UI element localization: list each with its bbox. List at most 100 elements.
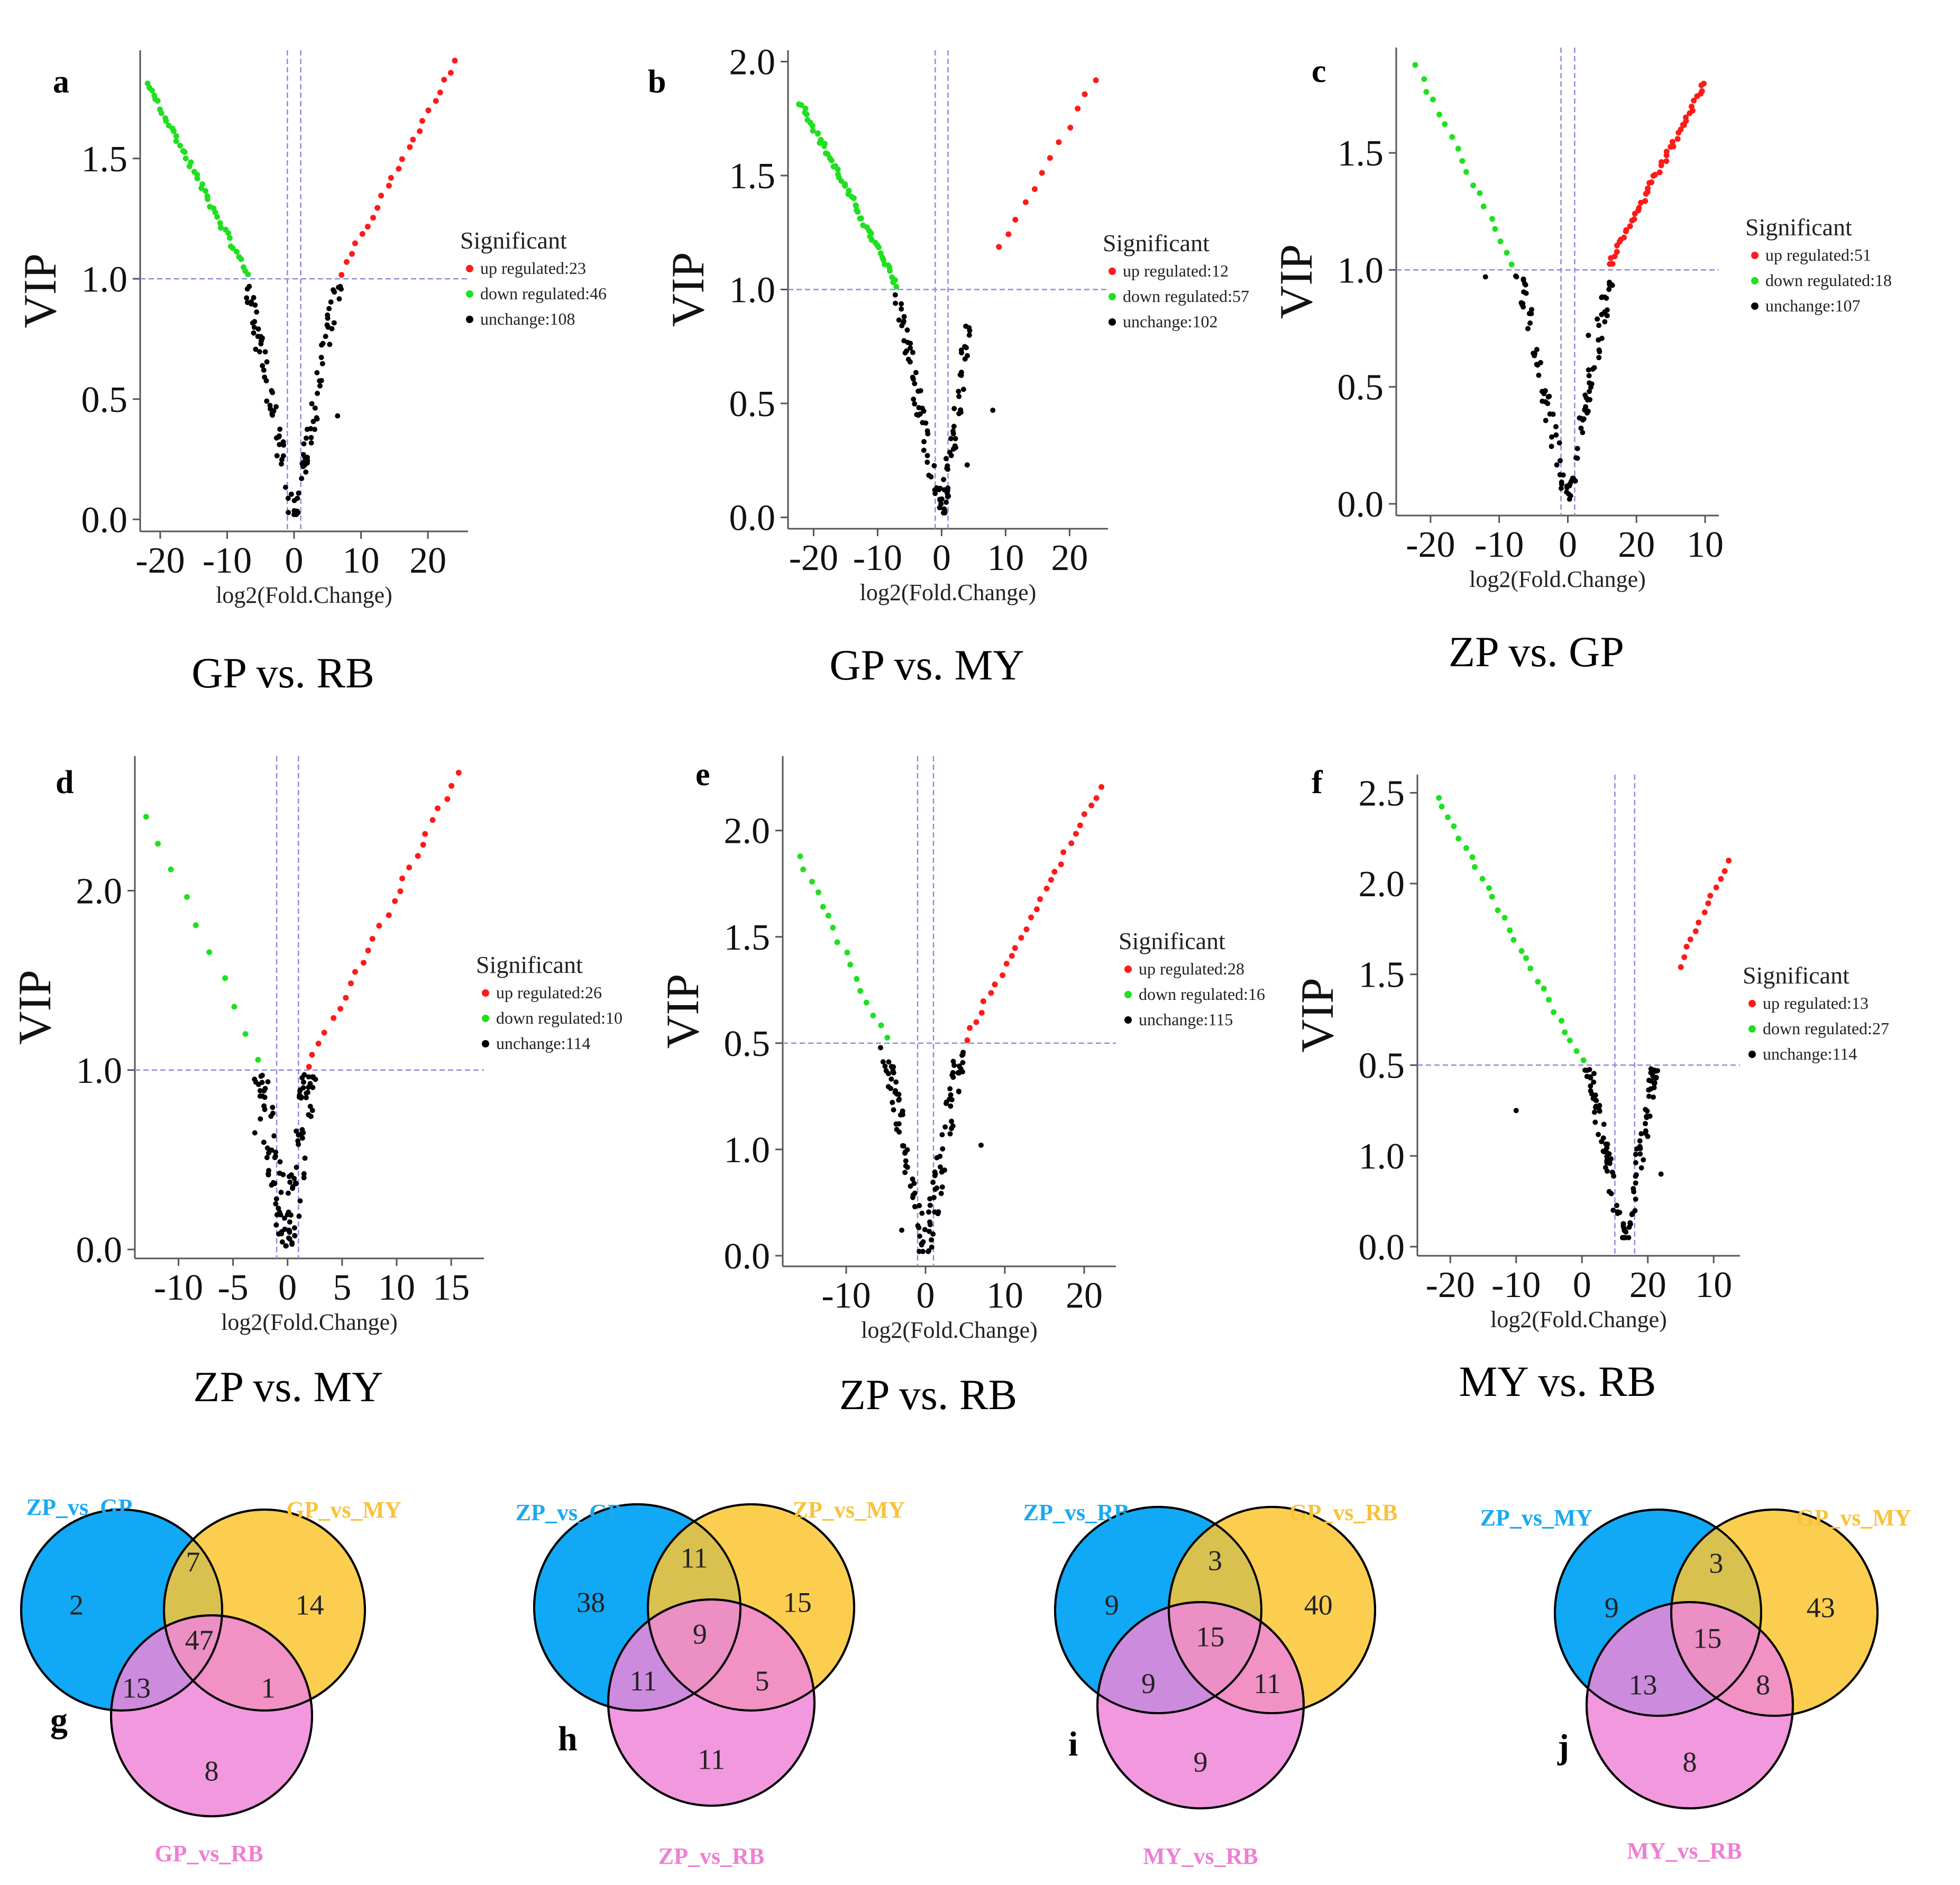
- down-regulated-point: [857, 988, 864, 994]
- unchanged-point: [949, 1072, 955, 1078]
- unchanged-point: [880, 1059, 886, 1065]
- down-regulated-point: [1492, 226, 1498, 232]
- up-regulated-point: [988, 990, 994, 996]
- unchanged-point: [294, 1164, 299, 1170]
- unchanged-point: [1592, 1119, 1598, 1125]
- unchanged-point: [945, 494, 950, 500]
- unchanged-point: [1519, 301, 1525, 307]
- unchanged-point: [896, 1121, 902, 1127]
- venn-outline: [1670, 1509, 1879, 1717]
- unchanged-point: [1601, 1121, 1607, 1127]
- unchanged-point: [262, 374, 268, 380]
- up-regulated-point: [399, 156, 405, 162]
- down-regulated-point: [214, 214, 221, 220]
- unchanged-point: [956, 389, 961, 394]
- up-regulated-point: [386, 912, 392, 918]
- x-tick-label: 20: [1618, 525, 1655, 565]
- unchanged-point: [1558, 485, 1564, 491]
- up-regulated-point: [1037, 896, 1043, 903]
- down-regulated-point: [143, 814, 149, 820]
- venn-diagram-g: 2 14 8 7 13 1 47 ZP_vs_GP GP_vs_MY GP_vs_RB g: [20, 1494, 401, 1866]
- unchanged-point: [927, 1196, 933, 1202]
- down-regulated-point: [193, 922, 199, 928]
- legend-marker: [466, 290, 473, 298]
- unchanged-point: [1604, 295, 1609, 301]
- up-regulated-point: [964, 1037, 970, 1043]
- unchanged-point: [1637, 1138, 1643, 1144]
- unchanged-point: [916, 1225, 922, 1230]
- y-tick-label: 1.5: [724, 917, 771, 958]
- unchanged-point: [278, 1190, 284, 1196]
- unchanged-point: [310, 1084, 316, 1090]
- unchanged-point: [899, 306, 904, 312]
- x-tick-label: 0: [1573, 1265, 1591, 1305]
- unchanged-point: [1582, 1067, 1588, 1073]
- legend-entry: unchange:115: [1139, 1010, 1233, 1029]
- panel-label: i: [1068, 1725, 1078, 1763]
- panel-label: j: [1557, 1727, 1569, 1766]
- up-regulated-point: [1669, 139, 1675, 145]
- venn-set-c-label: GP_vs_RB: [154, 1841, 263, 1866]
- y-tick-label: 1.0: [81, 259, 128, 300]
- unchanged-point: [287, 1219, 292, 1225]
- unchanged-point: [899, 323, 905, 329]
- unchanged-point: [910, 350, 915, 355]
- unchanged-point: [1652, 1080, 1657, 1086]
- unchanged-point: [277, 1170, 282, 1176]
- legend-marker: [482, 1040, 489, 1047]
- y-tick-label: 0.0: [729, 498, 776, 538]
- unchanged-point: [889, 1064, 894, 1070]
- unchanged-point: [1588, 1088, 1593, 1094]
- unchanged-point: [1527, 320, 1533, 326]
- down-regulated-point: [1573, 1048, 1580, 1054]
- unchanged-point: [912, 381, 918, 387]
- x-tick-label: -20: [789, 538, 838, 578]
- down-regulated-point: [198, 185, 205, 191]
- unchanged-point: [960, 1060, 966, 1065]
- up-regulated-point: [1614, 249, 1620, 255]
- down-regulated-point: [182, 155, 189, 162]
- unchanged-point: [1536, 372, 1542, 378]
- down-regulated-point: [878, 1022, 884, 1028]
- unchanged-point: [251, 325, 257, 330]
- unchanged-point: [1591, 365, 1597, 371]
- down-regulated-point: [1445, 814, 1451, 821]
- unchanged-point: [281, 442, 287, 448]
- unchanged-point: [952, 443, 958, 449]
- up-regulated-point: [455, 769, 462, 776]
- unchanged-point: [265, 1172, 271, 1178]
- legend-marker: [466, 265, 473, 272]
- x-tick-label: 15: [433, 1267, 470, 1308]
- x-tick-label: 0: [285, 540, 304, 581]
- unchanged-point: [258, 1116, 263, 1122]
- venn-set-b-label: GP_vs_MY: [1796, 1505, 1911, 1531]
- down-regulated-point: [842, 182, 848, 189]
- x-tick-label: -10: [154, 1267, 203, 1308]
- x-tick-label: 20: [1051, 538, 1088, 578]
- up-regulated-point: [1713, 884, 1719, 890]
- y-axis-title: VIP: [10, 970, 61, 1045]
- up-regulated-point: [1081, 811, 1087, 817]
- unchanged-point: [1592, 1096, 1598, 1102]
- down-regulated-point: [1527, 966, 1534, 972]
- unchanged-point: [925, 431, 931, 437]
- unchanged-point: [926, 1248, 932, 1254]
- down-regulated-point: [230, 245, 236, 251]
- unchanged-point: [288, 1212, 294, 1218]
- unchanged-point: [262, 349, 268, 355]
- unchanged-point: [923, 420, 929, 426]
- unchanged-point: [1522, 281, 1527, 287]
- legend-entry: up regulated:26: [496, 983, 602, 1002]
- down-regulated-point: [231, 1004, 237, 1010]
- unchanged-point: [960, 387, 966, 392]
- up-regulated-point: [417, 128, 423, 134]
- unchanged-point: [899, 301, 904, 307]
- unchanged-point: [270, 412, 276, 418]
- down-regulated-point: [821, 143, 828, 149]
- x-tick-label: 20: [409, 540, 446, 581]
- unchanged-point: [251, 295, 257, 300]
- venn-count-abc: 15: [1196, 1621, 1224, 1652]
- unchanged-point: [958, 407, 964, 413]
- x-tick-label: 0: [1559, 525, 1577, 565]
- down-regulated-point: [1455, 145, 1461, 152]
